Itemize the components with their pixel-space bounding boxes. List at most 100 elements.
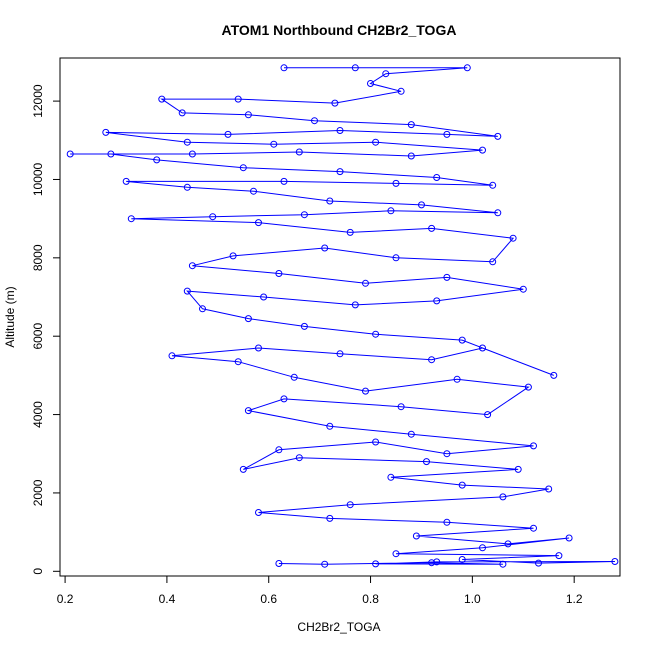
- data-point: [326, 514, 334, 522]
- y-axis-label: Altitude (m): [3, 286, 17, 347]
- data-point: [372, 438, 380, 446]
- x-tick-label: 1.0: [464, 592, 481, 606]
- x-tick-label: 0.2: [57, 592, 74, 606]
- data-point: [346, 501, 354, 509]
- data-point: [372, 330, 380, 338]
- y-tick-label: 6000: [31, 323, 45, 350]
- data-point: [418, 201, 425, 209]
- data-point: [458, 336, 466, 344]
- data-point: [183, 183, 191, 191]
- data-point: [270, 140, 278, 148]
- data-point: [326, 422, 334, 430]
- data-point: [300, 322, 308, 330]
- data-point: [255, 344, 262, 352]
- data-point: [280, 177, 288, 185]
- data-point: [545, 485, 553, 493]
- data-point: [224, 130, 232, 138]
- data-point: [407, 152, 415, 160]
- x-tick-label: 1.2: [566, 592, 583, 606]
- data-point: [423, 458, 430, 466]
- data-point: [158, 95, 166, 103]
- data-point: [392, 254, 400, 262]
- data-point: [443, 130, 451, 138]
- data-point: [504, 540, 512, 548]
- data-point: [530, 524, 537, 532]
- data-point: [499, 560, 507, 568]
- data-point: [66, 150, 74, 158]
- data-point: [458, 556, 466, 563]
- data-point: [433, 558, 441, 566]
- data-point: [509, 234, 517, 242]
- data-point: [535, 559, 542, 567]
- data-point: [479, 544, 486, 552]
- data-point: [489, 181, 497, 189]
- data-point: [489, 258, 497, 266]
- data-point: [463, 64, 471, 72]
- y-tick-label: 10000: [31, 162, 45, 196]
- y-tick-label: 4000: [31, 401, 45, 428]
- data-point: [239, 164, 247, 172]
- data-point: [280, 64, 288, 72]
- data-point: [255, 509, 262, 516]
- data-point: [321, 244, 329, 252]
- data-point: [550, 371, 558, 379]
- data-point: [397, 87, 405, 95]
- data-point: [336, 350, 344, 358]
- data-point: [153, 156, 161, 164]
- data-point: [433, 174, 441, 181]
- series-line: [70, 67, 615, 565]
- y-axis: 0 2000 4000 6000 8000 10000 12000: [31, 84, 61, 575]
- data-point: [275, 560, 283, 567]
- data-point: [407, 430, 415, 438]
- data-point: [519, 285, 527, 293]
- data-point: [392, 179, 400, 187]
- data-point: [351, 301, 359, 309]
- data-point: [275, 446, 283, 454]
- data-point: [494, 209, 502, 217]
- data-point: [331, 99, 339, 107]
- data-point: [188, 262, 196, 270]
- data-point: [443, 450, 451, 458]
- data-point: [428, 224, 436, 232]
- data-point: [351, 64, 359, 72]
- data-point: [382, 70, 390, 78]
- data-point: [295, 148, 303, 156]
- data-point: [183, 287, 191, 295]
- plot-frame: [59, 57, 621, 577]
- data-point: [122, 177, 130, 185]
- data-point: [458, 481, 466, 489]
- y-tick-label: 2000: [31, 479, 45, 506]
- x-tick-label: 0.6: [260, 592, 277, 606]
- data-point: [229, 252, 237, 260]
- data-point: [479, 146, 486, 154]
- data-point: [367, 80, 374, 87]
- data-point: [107, 150, 115, 158]
- data-point: [499, 493, 507, 501]
- data-point: [387, 473, 395, 481]
- data-point: [372, 138, 380, 146]
- y-tick-label: 0: [31, 568, 45, 575]
- data-point: [530, 442, 537, 450]
- data-point: [244, 111, 252, 119]
- data-point: [244, 407, 252, 415]
- data-point: [484, 411, 492, 419]
- data-point: [234, 358, 242, 366]
- data-point: [326, 197, 334, 205]
- data-point: [392, 550, 400, 558]
- data-point: [555, 552, 563, 560]
- data-point: [275, 270, 283, 277]
- data-point: [234, 95, 242, 103]
- data-point: [362, 279, 369, 287]
- data-point: [443, 273, 451, 281]
- data-point: [336, 127, 344, 134]
- data-point: [524, 383, 532, 391]
- x-axis-label: CH2Br2_TOGA: [297, 620, 380, 634]
- data-point: [362, 387, 369, 395]
- data-point: [199, 305, 206, 313]
- x-axis: 0.2 0.4 0.6 0.8 1.0 1.2: [57, 575, 583, 606]
- data-point: [412, 532, 420, 540]
- data-point: [372, 560, 380, 568]
- series-layer: [66, 64, 619, 568]
- data-point: [311, 117, 318, 125]
